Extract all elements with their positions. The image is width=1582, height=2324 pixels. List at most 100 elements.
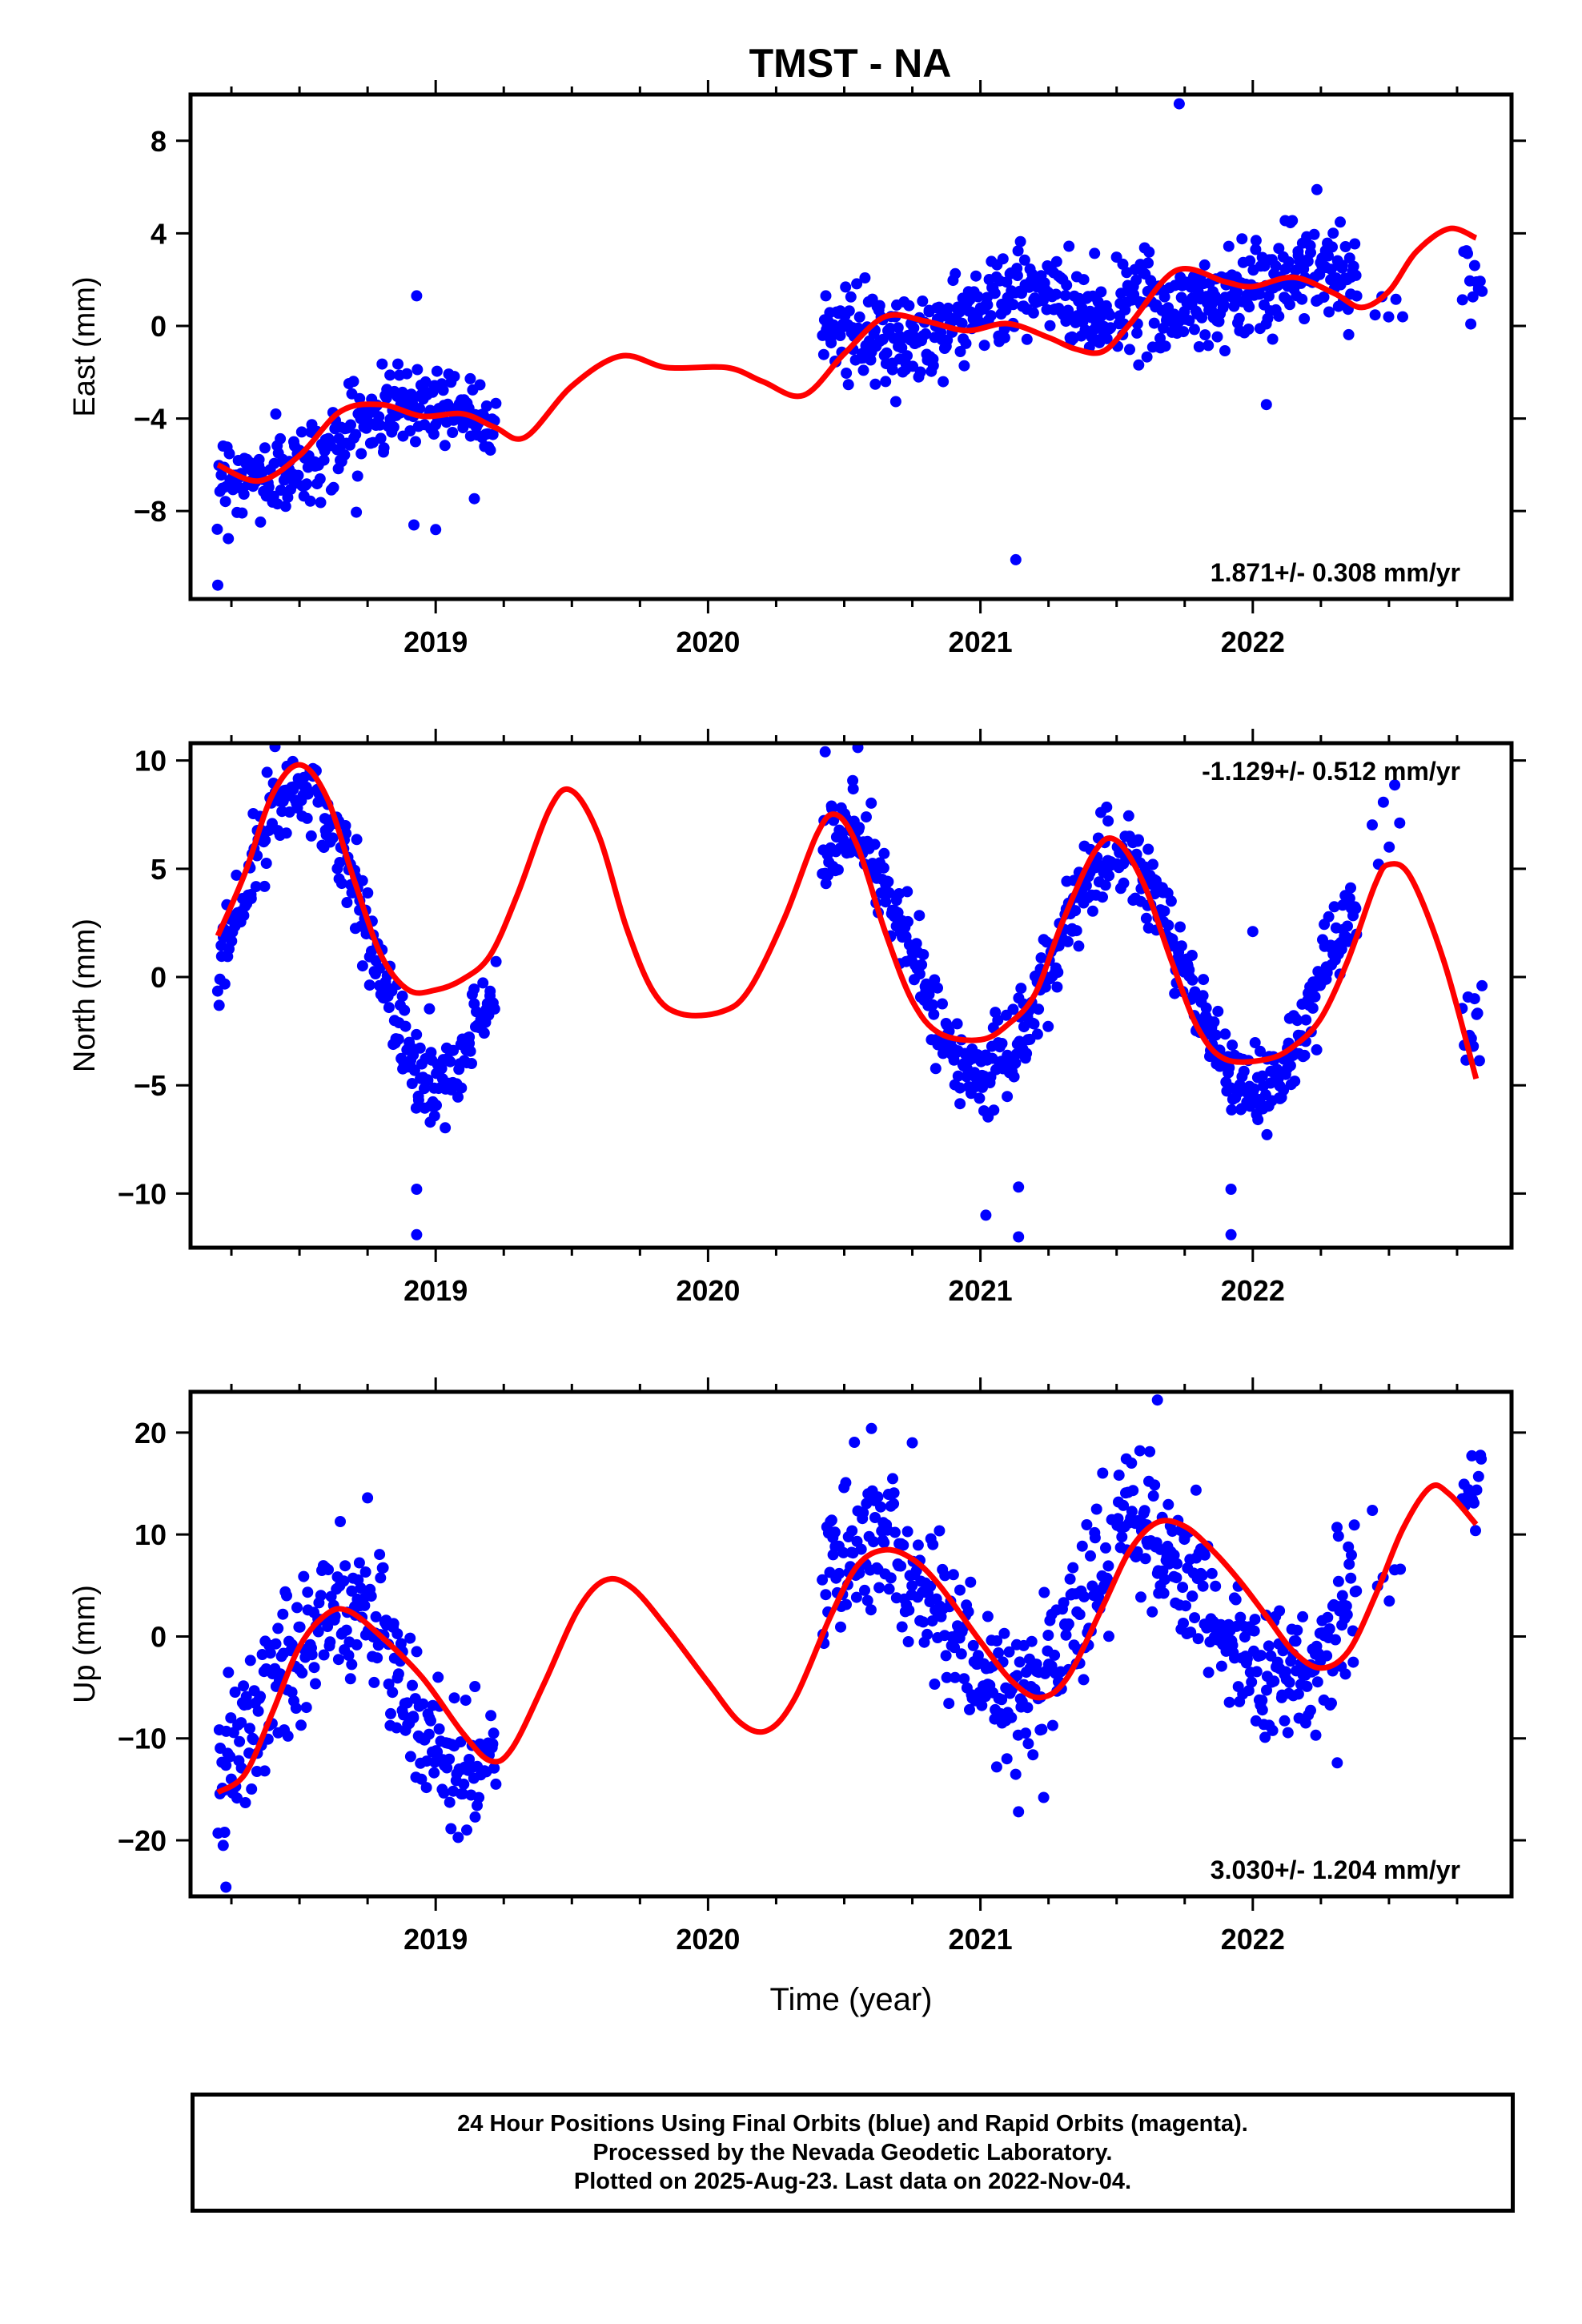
- data-point: [934, 301, 945, 313]
- data-point: [391, 1722, 403, 1734]
- data-point: [468, 983, 480, 995]
- x-tick-label: 2022: [1221, 1274, 1285, 1307]
- y-tick-label: −5: [134, 1069, 167, 1102]
- data-point: [469, 1681, 481, 1692]
- data-point: [280, 827, 292, 839]
- data-point: [439, 440, 451, 452]
- data-point: [414, 403, 426, 414]
- data-point: [362, 887, 374, 899]
- data-point: [1345, 1572, 1357, 1584]
- data-point: [375, 432, 387, 444]
- data-point: [1158, 291, 1170, 303]
- data-point: [223, 1667, 235, 1679]
- data-point: [1011, 1670, 1023, 1682]
- data-point: [1095, 286, 1107, 298]
- data-point: [291, 1602, 303, 1614]
- data-point: [263, 481, 275, 493]
- data-point: [1158, 905, 1170, 917]
- data-point: [1321, 1650, 1333, 1662]
- caption-line-1: 24 Hour Positions Using Final Orbits (bl…: [457, 2111, 1248, 2137]
- data-point: [889, 1526, 901, 1538]
- data-point: [1268, 1675, 1280, 1687]
- data-point: [1070, 925, 1082, 937]
- data-point: [1062, 1618, 1074, 1630]
- data-point: [404, 425, 416, 436]
- data-point: [1063, 240, 1075, 252]
- x-axis-label: Time (year): [770, 1982, 933, 2017]
- data-point: [1133, 834, 1144, 846]
- data-point: [843, 305, 855, 317]
- data-point: [1282, 1727, 1294, 1739]
- data-point: [1080, 879, 1092, 891]
- data-point: [1086, 905, 1098, 917]
- data-point: [1020, 1727, 1032, 1739]
- data-point: [882, 876, 894, 887]
- data-point: [1244, 255, 1256, 267]
- data-point: [1311, 1676, 1323, 1688]
- data-point: [490, 955, 502, 967]
- data-point: [1390, 293, 1402, 305]
- data-point: [408, 1712, 420, 1723]
- data-point: [845, 291, 857, 303]
- data-point: [488, 1003, 500, 1015]
- data-point: [412, 364, 424, 376]
- data-point: [281, 1590, 292, 1602]
- data-point: [277, 1608, 289, 1620]
- data-point: [1193, 341, 1205, 352]
- data-point: [1142, 843, 1154, 855]
- data-point: [1472, 1470, 1484, 1482]
- data-point: [1122, 810, 1134, 822]
- data-point: [1345, 882, 1356, 894]
- data-point: [1001, 1753, 1013, 1765]
- data-point: [1162, 919, 1174, 931]
- data-point: [976, 1699, 988, 1711]
- data-point: [300, 1702, 312, 1714]
- data-point: [225, 1712, 237, 1724]
- data-point: [259, 834, 271, 846]
- data-point: [1013, 1181, 1025, 1193]
- data-point: [1014, 1656, 1026, 1668]
- data-point: [942, 302, 954, 314]
- data-point: [1346, 1549, 1357, 1561]
- data-point: [1089, 247, 1101, 259]
- data-point: [404, 1751, 416, 1763]
- data-point: [1273, 310, 1285, 322]
- data-point: [1021, 1047, 1033, 1059]
- data-point: [1468, 993, 1480, 1005]
- data-point: [490, 397, 502, 409]
- data-point: [1215, 1660, 1227, 1672]
- data-point: [353, 1557, 365, 1569]
- data-point: [398, 1709, 409, 1721]
- data-point: [408, 519, 420, 531]
- data-point: [1330, 1634, 1341, 1646]
- data-point: [1331, 1757, 1343, 1769]
- caption-box: 24 Hour Positions Using Final Orbits (bl…: [191, 2093, 1515, 2213]
- data-point: [1305, 247, 1316, 259]
- data-point: [452, 1091, 464, 1103]
- data-point: [1131, 1546, 1143, 1558]
- data-point: [1227, 1039, 1239, 1051]
- y-tick-label: −10: [118, 1177, 167, 1210]
- data-point: [437, 384, 449, 396]
- data-point: [873, 300, 885, 312]
- data-point: [346, 1585, 358, 1597]
- data-point: [1261, 1684, 1272, 1696]
- data-point: [1350, 269, 1362, 281]
- data-point: [340, 1624, 352, 1636]
- data-point: [234, 1735, 246, 1747]
- data-point: [883, 887, 895, 899]
- data-point: [327, 481, 339, 493]
- data-point: [1328, 901, 1340, 913]
- data-point: [436, 1063, 448, 1075]
- data-point: [1141, 351, 1153, 363]
- data-point: [1369, 309, 1381, 321]
- data-point: [927, 360, 939, 372]
- data-point: [392, 358, 404, 370]
- data-point: [253, 453, 265, 465]
- data-point: [1192, 1633, 1204, 1645]
- data-point: [913, 968, 926, 980]
- data-point: [1085, 1550, 1096, 1562]
- data-point: [1124, 344, 1135, 356]
- data-point: [992, 1014, 1004, 1026]
- data-point: [226, 935, 238, 947]
